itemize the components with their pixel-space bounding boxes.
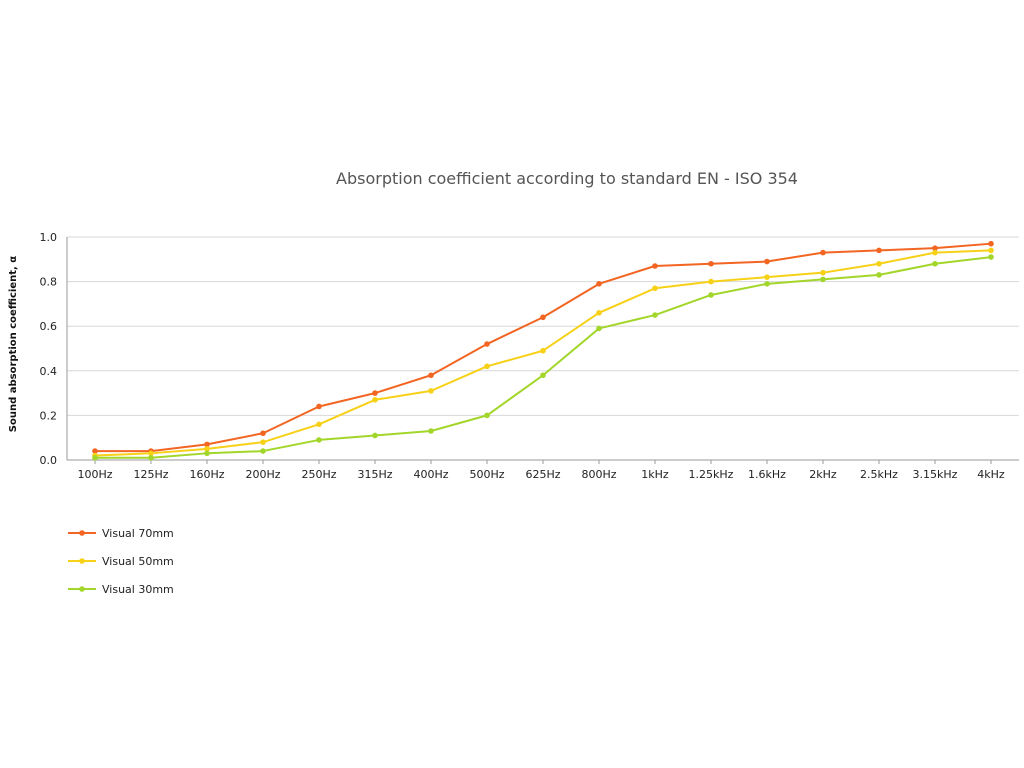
data-point[interactable]: [820, 249, 826, 256]
data-point[interactable]: [428, 388, 434, 394]
x-tick-label: 125Hz: [133, 468, 168, 481]
data-point[interactable]: [92, 454, 98, 461]
series-lines: [92, 240, 994, 461]
data-point[interactable]: [540, 347, 546, 354]
data-point[interactable]: [652, 263, 658, 269]
data-point[interactable]: [204, 446, 210, 452]
data-point[interactable]: [932, 249, 938, 256]
data-point[interactable]: [596, 310, 602, 316]
data-point[interactable]: [540, 372, 546, 379]
x-tick-label: 2kHz: [809, 468, 837, 481]
legend-item[interactable]: Visual 70mm: [68, 527, 174, 540]
data-point[interactable]: [876, 272, 882, 278]
chart-title: Absorption coefficient according to stan…: [336, 169, 798, 188]
data-point[interactable]: [484, 412, 490, 419]
data-point[interactable]: [988, 254, 994, 260]
y-tick-label: 0.4: [40, 365, 58, 378]
data-point[interactable]: [428, 428, 434, 434]
data-point[interactable]: [652, 285, 658, 292]
data-point[interactable]: [204, 441, 210, 448]
x-tick-label: 3.15kHz: [913, 468, 958, 481]
data-point[interactable]: [148, 454, 154, 461]
x-tick-label: 1kHz: [641, 468, 669, 481]
data-point[interactable]: [708, 260, 714, 267]
data-point[interactable]: [988, 247, 994, 254]
x-tick-label: 200Hz: [245, 468, 280, 481]
data-point[interactable]: [764, 281, 770, 287]
series-line[interactable]: [95, 256, 992, 459]
data-point[interactable]: [260, 430, 266, 437]
data-point[interactable]: [932, 260, 938, 267]
data-point[interactable]: [932, 245, 938, 251]
legend-swatch-marker: [79, 586, 85, 592]
x-tick-label: 4kHz: [977, 468, 1005, 481]
x-tick-label: 400Hz: [413, 468, 448, 481]
legend[interactable]: Visual 70mm Visual 50mm Visual 30mm: [68, 527, 174, 596]
data-point[interactable]: [260, 448, 266, 454]
x-tick-label: 1.6kHz: [748, 468, 786, 481]
data-point[interactable]: [148, 450, 154, 457]
series-visual-30mm[interactable]: [92, 254, 994, 461]
y-axis-ticks: 0.0 0.2 0.4 0.6 0.8 1.0: [40, 231, 58, 467]
x-tick-label: 2.5kHz: [860, 468, 898, 481]
data-point[interactable]: [372, 396, 378, 403]
x-tick-label: 800Hz: [581, 468, 616, 481]
data-point[interactable]: [708, 278, 714, 285]
x-axis-ticks: 100Hz 125Hz 160Hz 200Hz 250Hz 315Hz 400Hz 500Hz…: [77, 460, 1005, 481]
data-point[interactable]: [316, 421, 322, 428]
data-point[interactable]: [204, 450, 210, 457]
y-axis-title: Sound absorption coefficient, α: [8, 256, 19, 432]
x-tick-label: 1.25kHz: [689, 468, 734, 481]
data-point[interactable]: [820, 269, 826, 276]
y-tick-label: 0.6: [40, 320, 58, 333]
data-point[interactable]: [484, 341, 490, 347]
legend-label: Visual 50mm: [102, 555, 174, 568]
series-visual-50mm[interactable]: [92, 247, 994, 459]
x-tick-label: 315Hz: [357, 468, 392, 481]
x-tick-label: 160Hz: [189, 468, 224, 481]
data-point[interactable]: [708, 292, 714, 298]
y-tick-label: 0.2: [40, 409, 58, 422]
legend-label: Visual 30mm: [102, 583, 174, 596]
x-tick-label: 100Hz: [77, 468, 112, 481]
data-point[interactable]: [540, 314, 546, 321]
data-point[interactable]: [372, 390, 378, 396]
x-tick-label: 250Hz: [301, 468, 336, 481]
y-tick-label: 0.8: [40, 276, 58, 289]
data-point[interactable]: [652, 312, 658, 318]
x-tick-label: 625Hz: [525, 468, 560, 481]
data-point[interactable]: [428, 372, 434, 379]
y-tick-label: 0.0: [40, 454, 58, 467]
legend-item[interactable]: Visual 30mm: [68, 583, 174, 596]
data-point[interactable]: [764, 258, 770, 265]
series-line[interactable]: [95, 242, 992, 453]
data-point[interactable]: [596, 281, 602, 287]
legend-swatch-marker: [79, 530, 85, 536]
data-point[interactable]: [484, 363, 490, 370]
data-point[interactable]: [596, 325, 602, 332]
y-tick-label: 1.0: [40, 231, 58, 244]
data-point[interactable]: [820, 276, 826, 283]
data-point[interactable]: [764, 274, 770, 280]
x-tick-label: 500Hz: [469, 468, 504, 481]
data-point[interactable]: [92, 448, 98, 454]
data-point[interactable]: [876, 247, 882, 254]
data-point[interactable]: [316, 437, 322, 443]
data-point[interactable]: [988, 240, 994, 247]
data-point[interactable]: [372, 432, 378, 439]
data-point[interactable]: [260, 439, 266, 445]
legend-label: Visual 70mm: [102, 527, 174, 540]
legend-item[interactable]: Visual 50mm: [68, 555, 174, 568]
data-point[interactable]: [876, 260, 882, 267]
series-visual-70mm[interactable]: [92, 240, 994, 454]
legend-swatch-marker: [79, 558, 85, 564]
data-point[interactable]: [316, 403, 322, 410]
